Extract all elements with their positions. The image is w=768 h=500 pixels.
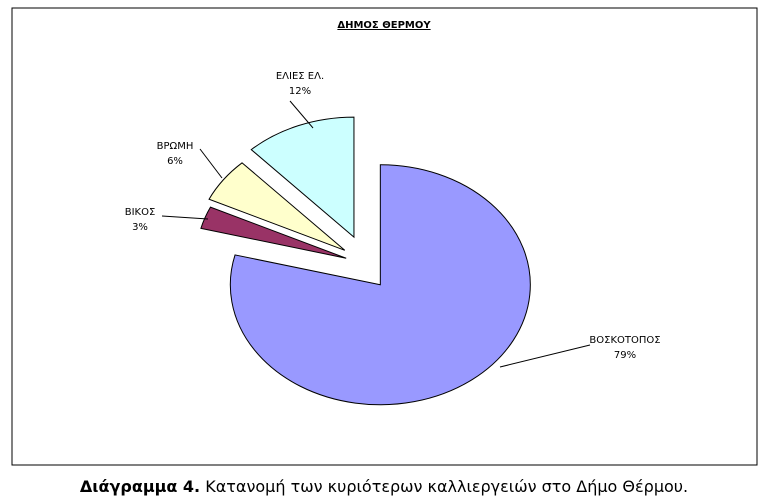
pie-slice	[200, 206, 347, 259]
slice-label: ΒΟΣΚΟΤΟΠΟΣ	[589, 335, 660, 346]
slice-value-label: 3%	[132, 222, 148, 233]
slice-label: ΒΙΚΟΣ	[125, 207, 156, 218]
leader-line	[199, 148, 223, 179]
slice-value-label: 79%	[614, 350, 636, 361]
slice-label: ΕΛΙΕΣ ΕΛ.	[276, 71, 324, 82]
leader-line	[289, 100, 314, 129]
slice-value-label: 6%	[167, 156, 183, 167]
chart-title: ΔΗΜΟΣ ΘΕΡΜΟΥ	[337, 20, 431, 31]
leader-line	[161, 215, 209, 220]
pie-slice	[229, 164, 531, 406]
slice-value-label: 12%	[289, 86, 311, 97]
slice-label: ΒΡΩΜΗ	[157, 141, 194, 152]
pie-slice	[208, 162, 346, 251]
caption-text: Κατανομή των κυριότερων καλλιεργειών στο…	[205, 477, 689, 496]
caption-number: Διάγραμμα 4.	[79, 477, 201, 496]
leader-line	[499, 344, 591, 368]
caption: Διάγραμμα 4. Κατανομή των κυριότερων καλ…	[0, 477, 768, 496]
pie-slice	[250, 116, 355, 239]
